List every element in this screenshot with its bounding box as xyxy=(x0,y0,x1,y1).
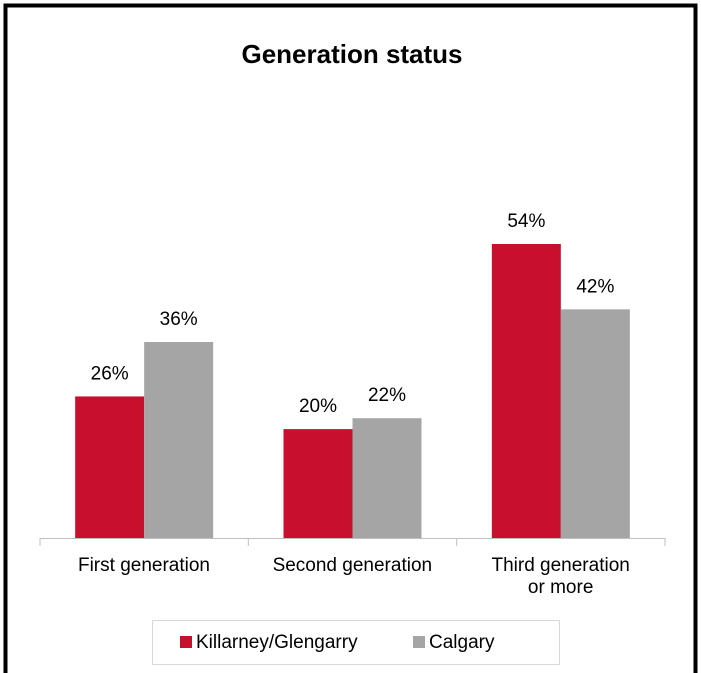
chart-title: Generation status xyxy=(241,39,462,69)
legend-box xyxy=(152,620,560,665)
x-tick-label: Second generation xyxy=(272,555,433,576)
legend-label: Calgary xyxy=(429,632,495,653)
x-tick-label: First generation xyxy=(77,555,210,576)
frame xyxy=(3,3,698,673)
legend-label: Killarney/Glengarry xyxy=(196,632,358,653)
data-label: 54% xyxy=(507,211,545,232)
bar xyxy=(491,244,561,538)
legend-swatch xyxy=(413,636,425,648)
data-label: 36% xyxy=(160,309,198,330)
legend-swatch xyxy=(180,636,192,648)
data-label: 22% xyxy=(368,385,406,406)
data-label: 42% xyxy=(576,276,614,297)
data-label: 26% xyxy=(91,363,129,384)
bar xyxy=(283,429,353,538)
bar xyxy=(560,309,630,538)
x-tick-label: Third generation or more xyxy=(491,555,630,598)
bar xyxy=(352,418,422,538)
data-label: 20% xyxy=(299,396,337,417)
bar xyxy=(144,342,214,538)
bar xyxy=(75,396,145,538)
